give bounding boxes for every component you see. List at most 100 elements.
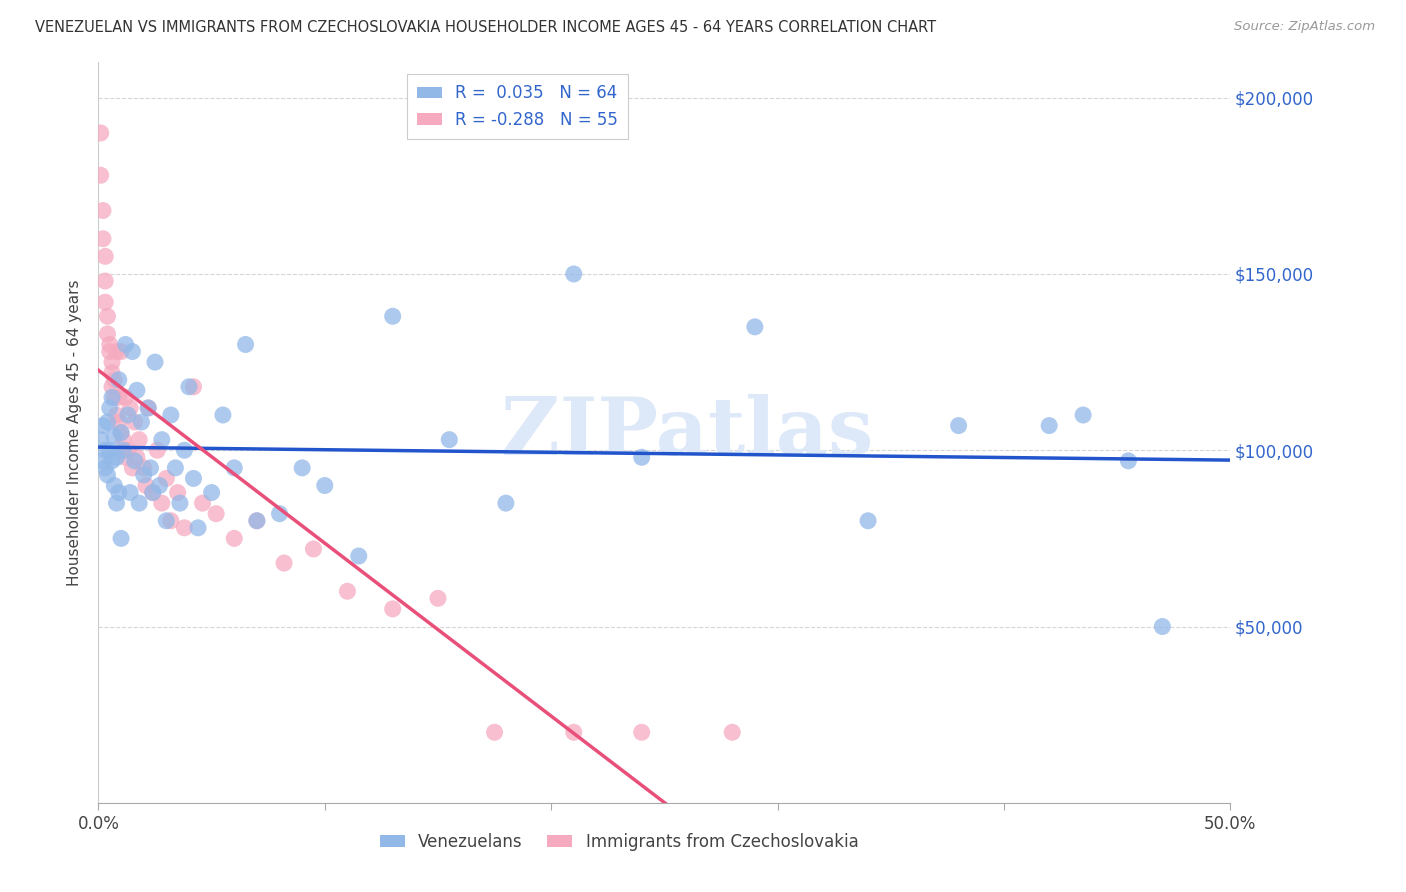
Point xyxy=(1071,408,1094,422)
Point xyxy=(1038,418,1060,433)
Legend: Venezuelans, Immigrants from Czechoslovakia: Venezuelans, Immigrants from Czechoslova… xyxy=(373,826,865,857)
Point xyxy=(105,408,128,422)
Point xyxy=(148,478,170,492)
Point xyxy=(101,355,124,369)
Point xyxy=(107,390,129,404)
Point xyxy=(495,496,517,510)
Point xyxy=(94,249,117,263)
Point xyxy=(246,514,269,528)
Point xyxy=(146,443,169,458)
Point xyxy=(183,380,205,394)
Point xyxy=(439,433,461,447)
Point xyxy=(948,418,970,433)
Point xyxy=(721,725,744,739)
Point xyxy=(110,532,132,546)
Point xyxy=(98,401,121,415)
Point xyxy=(98,443,121,458)
Point xyxy=(201,485,224,500)
Point xyxy=(121,344,143,359)
Point xyxy=(630,450,652,465)
Point xyxy=(484,725,506,739)
Point xyxy=(110,425,132,440)
Point xyxy=(90,433,112,447)
Text: Source: ZipAtlas.com: Source: ZipAtlas.com xyxy=(1234,20,1375,33)
Point xyxy=(96,467,118,482)
Point xyxy=(139,461,162,475)
Point xyxy=(94,461,117,475)
Point xyxy=(427,591,450,606)
Point xyxy=(169,496,191,510)
Point xyxy=(112,433,135,447)
Point xyxy=(562,267,585,281)
Point xyxy=(124,454,146,468)
Point xyxy=(166,485,188,500)
Point xyxy=(121,461,143,475)
Point xyxy=(1118,454,1140,468)
Point xyxy=(125,450,148,465)
Point xyxy=(107,415,129,429)
Point xyxy=(160,408,183,422)
Point xyxy=(114,450,136,465)
Point xyxy=(744,319,766,334)
Point xyxy=(212,408,235,422)
Point xyxy=(103,429,125,443)
Point xyxy=(235,337,257,351)
Point xyxy=(314,478,336,492)
Point xyxy=(94,443,117,458)
Point xyxy=(117,443,139,458)
Point xyxy=(120,485,142,500)
Point xyxy=(155,514,177,528)
Point xyxy=(107,485,129,500)
Point xyxy=(98,344,121,359)
Point xyxy=(91,232,114,246)
Point xyxy=(90,126,112,140)
Point xyxy=(150,433,173,447)
Point xyxy=(105,496,128,510)
Point xyxy=(103,373,125,387)
Point xyxy=(562,725,585,739)
Point xyxy=(630,725,652,739)
Point xyxy=(155,471,177,485)
Text: ZIPatlas: ZIPatlas xyxy=(501,393,873,472)
Point xyxy=(131,415,153,429)
Point xyxy=(110,344,132,359)
Point xyxy=(91,418,114,433)
Point xyxy=(114,337,136,351)
Point xyxy=(381,602,404,616)
Point xyxy=(269,507,291,521)
Point xyxy=(124,415,146,429)
Point xyxy=(94,295,117,310)
Point xyxy=(302,541,325,556)
Point xyxy=(205,507,228,521)
Point xyxy=(96,310,118,324)
Point xyxy=(103,478,125,492)
Point xyxy=(135,478,157,492)
Point xyxy=(110,425,132,440)
Point xyxy=(107,373,129,387)
Point xyxy=(91,203,114,218)
Point xyxy=(94,274,117,288)
Point xyxy=(136,401,159,415)
Text: VENEZUELAN VS IMMIGRANTS FROM CZECHOSLOVAKIA HOUSEHOLDER INCOME AGES 45 - 64 YEA: VENEZUELAN VS IMMIGRANTS FROM CZECHOSLOV… xyxy=(35,20,936,35)
Point xyxy=(136,401,159,415)
Point xyxy=(98,337,121,351)
Point xyxy=(91,454,114,468)
Point xyxy=(150,496,173,510)
Point xyxy=(114,390,136,404)
Point xyxy=(291,461,314,475)
Point xyxy=(143,355,166,369)
Point xyxy=(1152,619,1174,633)
Point xyxy=(120,401,142,415)
Point xyxy=(165,461,187,475)
Point xyxy=(187,521,209,535)
Point xyxy=(125,384,148,398)
Point xyxy=(347,549,370,563)
Point xyxy=(101,390,124,404)
Point xyxy=(90,168,112,182)
Point xyxy=(112,443,135,458)
Point xyxy=(117,408,139,422)
Point xyxy=(128,433,150,447)
Point xyxy=(173,443,195,458)
Point xyxy=(273,556,295,570)
Point xyxy=(160,514,183,528)
